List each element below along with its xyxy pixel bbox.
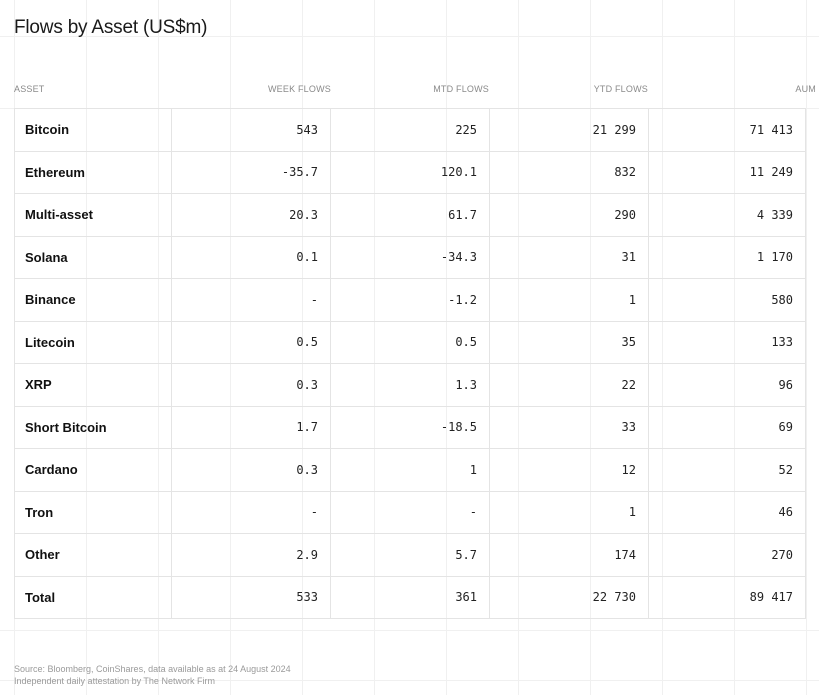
aum-cell: 270 [771,547,793,562]
asset-cell: Cardano [15,449,172,491]
footer-source: Source: Bloomberg, CoinShares, data avai… [14,664,291,674]
aum-cell: 580 [771,292,793,307]
week-flows-cell: 533 [172,576,331,618]
ytd-flows-cell: 22 [490,364,649,406]
aum-cell: 69 [778,420,793,435]
week-flows-cell: 0.5 [172,321,331,363]
week-flows-cell: 0.3 [172,364,331,406]
ytd-flows-cell: 31 [490,236,649,278]
asset-cell: Bitcoin [15,109,172,151]
ytd-flows-cell: 290 [490,194,649,236]
header-aum: AUM [795,84,816,94]
ytd-flows-cell: 1 [490,279,649,321]
ytd-flows-cell: 21 299 [490,109,649,151]
week-flows-cell: -35.7 [172,151,331,193]
mtd-flows-cell: 0.5 [331,321,490,363]
footer-attestation: Independent daily attestation by The Net… [14,676,215,686]
aum-cell: 4 339 [756,207,793,222]
mtd-flows-cell: -34.3 [331,236,490,278]
header-ytd-flows: YTD FLOWS [593,84,648,94]
mtd-flows-cell: -18.5 [331,406,490,448]
table-row: Short Bitcoin 1.7 -18.5 33 69 [14,406,806,449]
table-row: Other 2.9 5.7 174 270 [14,534,806,577]
aum-cell: 46 [778,505,793,520]
week-flows-cell: 2.9 [172,534,331,576]
grid-line-vertical [806,0,807,695]
mtd-flows-cell: 361 [331,576,490,618]
mtd-flows-cell: 5.7 [331,534,490,576]
ytd-flows-cell: 174 [490,534,649,576]
week-flows-cell: 20.3 [172,194,331,236]
table-row: Bitcoin 543 225 21 299 71 413 [14,109,806,152]
asset-cell: Litecoin [15,321,172,363]
asset-cell: Tron [15,491,172,533]
asset-cell: Solana [15,236,172,278]
table-header: ASSET WEEK FLOWS MTD FLOWS YTD FLOWS AUM [14,80,816,100]
aum-cell: 1 170 [756,250,793,265]
table-row: Total 533 361 22 730 89 417 [14,576,806,619]
asset-cell: XRP [15,364,172,406]
asset-cell: Multi-asset [15,194,172,236]
table-row: Solana 0.1 -34.3 31 1 170 [14,236,806,279]
asset-cell: Total [15,576,172,618]
table-row: Multi-asset 20.3 61.7 290 4 339 [14,194,806,237]
asset-cell: Short Bitcoin [15,406,172,448]
ytd-flows-cell: 22 730 [490,576,649,618]
aum-cell: 71 413 [749,122,793,137]
mtd-flows-cell: -1.2 [331,279,490,321]
aum-cell: 96 [778,377,793,392]
table-row: Litecoin 0.5 0.5 35 133 [14,321,806,364]
aum-cell: 133 [771,335,793,350]
flows-table: Bitcoin 543 225 21 299 71 413 Ethereum -35.7 12… [14,108,806,619]
week-flows-cell: 1.7 [172,406,331,448]
ytd-flows-cell: 33 [490,406,649,448]
table-row: XRP 0.3 1.3 22 96 [14,364,806,407]
ytd-flows-cell: 832 [490,151,649,193]
chart-title: Flows by Asset (US$m) [14,17,208,38]
mtd-flows-cell: 120.1 [331,151,490,193]
mtd-flows-cell: - [331,491,490,533]
mtd-flows-cell: 225 [331,109,490,151]
aum-cell: 52 [778,462,793,477]
asset-cell: Ethereum [15,151,172,193]
week-flows-cell: - [172,491,331,533]
table-row: Ethereum -35.7 120.1 832 11 249 [14,151,806,194]
aum-cell: 89 417 [749,590,793,605]
week-flows-cell: 0.1 [172,236,331,278]
ytd-flows-cell: 1 [490,491,649,533]
week-flows-cell: 543 [172,109,331,151]
asset-cell: Other [15,534,172,576]
aum-cell: 11 249 [749,165,793,180]
table-row: Tron - -1 46 [14,491,806,534]
week-flows-cell: 0.3 [172,449,331,491]
mtd-flows-cell: 1.3 [331,364,490,406]
ytd-flows-cell: 35 [490,321,649,363]
asset-cell: Binance [15,279,172,321]
week-flows-cell: - [172,279,331,321]
header-mtd-flows: MTD FLOWS [433,84,489,94]
table-row: Binance - -1.2 1 580 [14,279,806,322]
header-week-flows: WEEK FLOWS [267,84,331,94]
footer: Source: Bloomberg, CoinShares, data avai… [14,663,291,687]
header-asset: ASSET [14,84,45,94]
table-row: Cardano 0.3 1 12 52 [14,449,806,492]
mtd-flows-cell: 61.7 [331,194,490,236]
ytd-flows-cell: 12 [490,449,649,491]
mtd-flows-cell: 1 [331,449,490,491]
grid-line-horizontal [0,630,819,631]
